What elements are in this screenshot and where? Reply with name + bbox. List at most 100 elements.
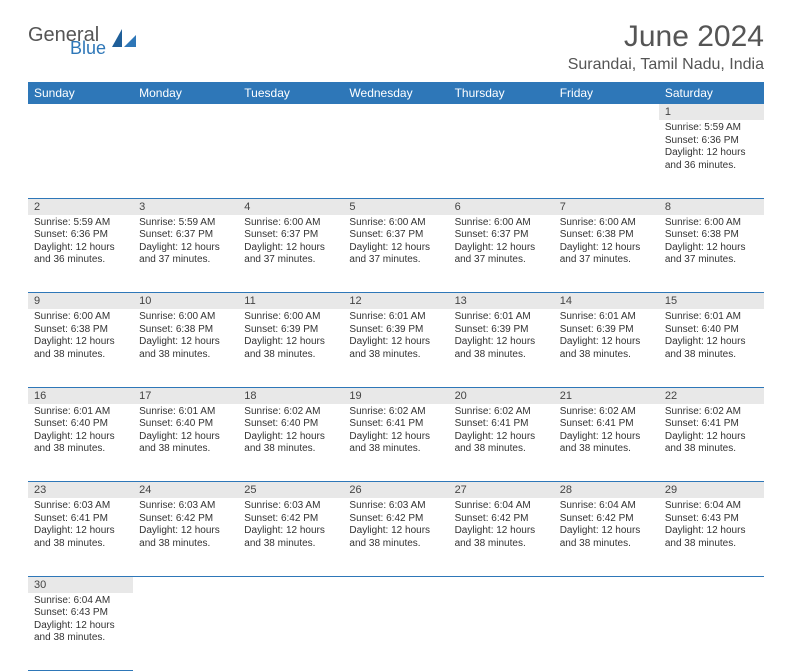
day-d1: Daylight: 12 hours <box>34 242 127 255</box>
day-sr: Sunrise: 6:01 AM <box>455 311 548 324</box>
day-number-cell: 26 <box>343 482 448 499</box>
day-ss: Sunset: 6:39 PM <box>244 324 337 337</box>
day-sr: Sunrise: 6:03 AM <box>34 500 127 513</box>
day-ss: Sunset: 6:40 PM <box>139 418 232 431</box>
day-number-cell: 18 <box>238 387 343 404</box>
day-number-cell: 1 <box>659 104 764 120</box>
day-cell: Sunrise: 5:59 AMSunset: 6:36 PMDaylight:… <box>28 215 133 293</box>
week-row: Sunrise: 5:59 AMSunset: 6:36 PMDaylight:… <box>28 215 764 293</box>
calendar-table: SundayMondayTuesdayWednesdayThursdayFrid… <box>28 82 764 671</box>
day-sr: Sunrise: 6:00 AM <box>349 217 442 230</box>
day-sr: Sunrise: 6:00 AM <box>244 311 337 324</box>
day-sr: Sunrise: 6:04 AM <box>34 595 127 608</box>
day-sr: Sunrise: 5:59 AM <box>665 122 758 135</box>
day-ss: Sunset: 6:39 PM <box>349 324 442 337</box>
day-number-cell <box>449 104 554 120</box>
day-number-cell: 14 <box>554 293 659 310</box>
day-d1: Daylight: 12 hours <box>349 431 442 444</box>
day-d2: and 38 minutes. <box>139 538 232 551</box>
day-number-cell: 10 <box>133 293 238 310</box>
day-sr: Sunrise: 6:03 AM <box>244 500 337 513</box>
daynum-row: 30 <box>28 576 764 593</box>
day-d1: Daylight: 12 hours <box>455 242 548 255</box>
day-sr: Sunrise: 6:01 AM <box>34 406 127 419</box>
day-cell: Sunrise: 6:01 AMSunset: 6:39 PMDaylight:… <box>449 309 554 387</box>
logo-text-blue: Blue <box>70 40 106 56</box>
day-d1: Daylight: 12 hours <box>349 336 442 349</box>
day-ss: Sunset: 6:37 PM <box>139 229 232 242</box>
day-number-cell: 28 <box>554 482 659 499</box>
day-number-cell: 8 <box>659 198 764 215</box>
sail-icon <box>112 29 138 56</box>
day-cell <box>133 120 238 198</box>
day-ss: Sunset: 6:39 PM <box>455 324 548 337</box>
day-d1: Daylight: 12 hours <box>244 431 337 444</box>
day-d1: Daylight: 12 hours <box>349 525 442 538</box>
day-header-row: SundayMondayTuesdayWednesdayThursdayFrid… <box>28 82 764 104</box>
day-d2: and 38 minutes. <box>665 443 758 456</box>
day-cell <box>238 120 343 198</box>
day-cell: Sunrise: 6:03 AMSunset: 6:41 PMDaylight:… <box>28 498 133 576</box>
day-ss: Sunset: 6:43 PM <box>665 513 758 526</box>
day-d1: Daylight: 12 hours <box>560 431 653 444</box>
day-header: Friday <box>554 82 659 104</box>
day-cell: Sunrise: 6:01 AMSunset: 6:40 PMDaylight:… <box>133 404 238 482</box>
day-cell: Sunrise: 6:04 AMSunset: 6:43 PMDaylight:… <box>659 498 764 576</box>
day-sr: Sunrise: 6:01 AM <box>560 311 653 324</box>
day-sr: Sunrise: 6:00 AM <box>455 217 548 230</box>
daynum-row: 1 <box>28 104 764 120</box>
day-number-cell: 17 <box>133 387 238 404</box>
day-header: Thursday <box>449 82 554 104</box>
day-d1: Daylight: 12 hours <box>665 147 758 160</box>
day-cell: Sunrise: 6:01 AMSunset: 6:39 PMDaylight:… <box>343 309 448 387</box>
day-sr: Sunrise: 6:04 AM <box>560 500 653 513</box>
day-d1: Daylight: 12 hours <box>455 336 548 349</box>
day-d1: Daylight: 12 hours <box>34 336 127 349</box>
day-ss: Sunset: 6:41 PM <box>560 418 653 431</box>
day-ss: Sunset: 6:36 PM <box>665 135 758 148</box>
day-number-cell: 27 <box>449 482 554 499</box>
day-ss: Sunset: 6:38 PM <box>560 229 653 242</box>
day-ss: Sunset: 6:41 PM <box>349 418 442 431</box>
daynum-row: 23242526272829 <box>28 482 764 499</box>
day-cell <box>28 120 133 198</box>
day-cell: Sunrise: 6:02 AMSunset: 6:41 PMDaylight:… <box>449 404 554 482</box>
day-cell: Sunrise: 6:00 AMSunset: 6:37 PMDaylight:… <box>449 215 554 293</box>
day-ss: Sunset: 6:42 PM <box>139 513 232 526</box>
day-d1: Daylight: 12 hours <box>665 242 758 255</box>
day-d2: and 38 minutes. <box>349 349 442 362</box>
day-d2: and 38 minutes. <box>244 538 337 551</box>
day-ss: Sunset: 6:38 PM <box>34 324 127 337</box>
day-cell: Sunrise: 6:00 AMSunset: 6:37 PMDaylight:… <box>343 215 448 293</box>
day-d1: Daylight: 12 hours <box>34 620 127 633</box>
day-number-cell: 6 <box>449 198 554 215</box>
day-ss: Sunset: 6:37 PM <box>455 229 548 242</box>
daynum-row: 2345678 <box>28 198 764 215</box>
day-cell: Sunrise: 6:01 AMSunset: 6:40 PMDaylight:… <box>659 309 764 387</box>
day-d2: and 38 minutes. <box>34 349 127 362</box>
day-ss: Sunset: 6:42 PM <box>455 513 548 526</box>
day-number-cell: 3 <box>133 198 238 215</box>
day-cell <box>449 593 554 671</box>
day-sr: Sunrise: 6:04 AM <box>455 500 548 513</box>
day-d2: and 38 minutes. <box>34 443 127 456</box>
day-number-cell <box>449 576 554 593</box>
title-block: June 2024 Surandai, Tamil Nadu, India <box>568 20 764 74</box>
day-sr: Sunrise: 6:01 AM <box>665 311 758 324</box>
day-number-cell <box>343 104 448 120</box>
day-d2: and 38 minutes. <box>560 538 653 551</box>
day-cell: Sunrise: 6:02 AMSunset: 6:41 PMDaylight:… <box>659 404 764 482</box>
day-header: Tuesday <box>238 82 343 104</box>
day-number-cell <box>554 104 659 120</box>
day-d2: and 38 minutes. <box>244 443 337 456</box>
day-cell: Sunrise: 6:03 AMSunset: 6:42 PMDaylight:… <box>133 498 238 576</box>
day-sr: Sunrise: 6:02 AM <box>244 406 337 419</box>
day-number-cell: 23 <box>28 482 133 499</box>
day-sr: Sunrise: 6:00 AM <box>244 217 337 230</box>
day-ss: Sunset: 6:40 PM <box>665 324 758 337</box>
day-cell <box>449 120 554 198</box>
day-d2: and 38 minutes. <box>34 632 127 645</box>
day-d2: and 38 minutes. <box>560 443 653 456</box>
day-d1: Daylight: 12 hours <box>560 525 653 538</box>
day-ss: Sunset: 6:39 PM <box>560 324 653 337</box>
